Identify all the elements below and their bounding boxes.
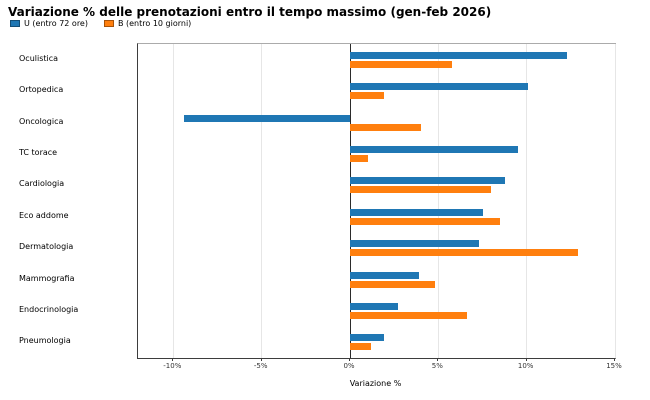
bar-u-cardiologia bbox=[350, 177, 506, 185]
bar-b-oncologica bbox=[350, 123, 421, 131]
y-tick-label-pneumologia: Pneumologia bbox=[19, 336, 71, 346]
chart-title: Variazione % delle prenotazioni entro il… bbox=[8, 5, 492, 19]
gridline bbox=[261, 44, 263, 358]
x-tick-label: 5% bbox=[431, 362, 443, 370]
y-tick-label-mammografia: Mammografia bbox=[19, 273, 75, 283]
bar-u-endocrinologia bbox=[350, 302, 398, 310]
bar-u-oncologica bbox=[183, 114, 350, 122]
gridline bbox=[437, 44, 439, 358]
y-tick-label-ortopedica: Ortopedica bbox=[19, 85, 64, 95]
x-tick-label: 0% bbox=[343, 362, 355, 370]
bar-b-tc-torace bbox=[350, 154, 368, 162]
bar-u-eco-addome bbox=[350, 208, 483, 216]
bar-b-cardiologia bbox=[350, 186, 492, 194]
legend-swatch-u-icon bbox=[10, 20, 20, 27]
bar-u-oculistica bbox=[350, 51, 568, 59]
y-tick-label-oncologica: Oncologica bbox=[19, 116, 64, 126]
y-tick-label-eco-addome: Eco addome bbox=[19, 210, 69, 220]
bar-u-ortopedica bbox=[350, 83, 529, 91]
y-tick-label-tc-torace: TC torace bbox=[19, 147, 58, 157]
bar-b-pneumologia bbox=[350, 343, 372, 351]
bar-u-dermatologia bbox=[350, 240, 479, 248]
bar-u-mammografia bbox=[350, 271, 419, 279]
bar-u-pneumologia bbox=[350, 334, 384, 342]
x-tick-mark bbox=[525, 358, 527, 361]
bar-b-endocrinologia bbox=[350, 311, 467, 319]
x-tick-label: -10% bbox=[163, 362, 182, 370]
x-tick-label: 15% bbox=[606, 362, 622, 370]
x-tick-mark bbox=[349, 358, 350, 361]
bar-b-eco-addome bbox=[350, 217, 501, 225]
bar-b-oculistica bbox=[350, 60, 453, 68]
legend: U (entro 72 ore) B (entro 10 giorni) bbox=[10, 19, 191, 28]
legend-label-b: B (entro 10 giorni) bbox=[117, 19, 192, 28]
x-tick-mark bbox=[172, 358, 174, 361]
y-tick-label-endocrinologia: Endocrinologia bbox=[19, 304, 79, 314]
x-tick-mark bbox=[614, 358, 615, 361]
y-tick-label-dermatologia: Dermatologia bbox=[19, 242, 74, 252]
gridline bbox=[172, 44, 174, 358]
x-axis-title: Variazione % bbox=[349, 379, 402, 388]
y-tick-label-oculistica: Oculistica bbox=[19, 53, 59, 63]
bar-b-ortopedica bbox=[350, 92, 384, 100]
bar-b-mammografia bbox=[350, 280, 435, 288]
x-tick-label: -5% bbox=[253, 362, 268, 370]
gridline bbox=[526, 44, 528, 358]
x-tick-mark bbox=[437, 358, 439, 361]
legend-swatch-b-icon bbox=[103, 20, 114, 27]
bar-u-tc-torace bbox=[350, 145, 518, 153]
x-tick-label: 10% bbox=[517, 362, 534, 370]
zero-line bbox=[349, 44, 351, 358]
bar-b-dermatologia bbox=[350, 249, 578, 257]
legend-item-b: B (entro 10 giorni) bbox=[103, 19, 192, 28]
y-tick-label-cardiologia: Cardiologia bbox=[19, 179, 65, 189]
legend-label-u: U (entro 72 ore) bbox=[24, 19, 88, 28]
x-tick-mark bbox=[260, 358, 262, 361]
gridline bbox=[614, 44, 616, 358]
plot-area bbox=[137, 43, 616, 359]
legend-item-u: U (entro 72 ore) bbox=[10, 19, 88, 28]
